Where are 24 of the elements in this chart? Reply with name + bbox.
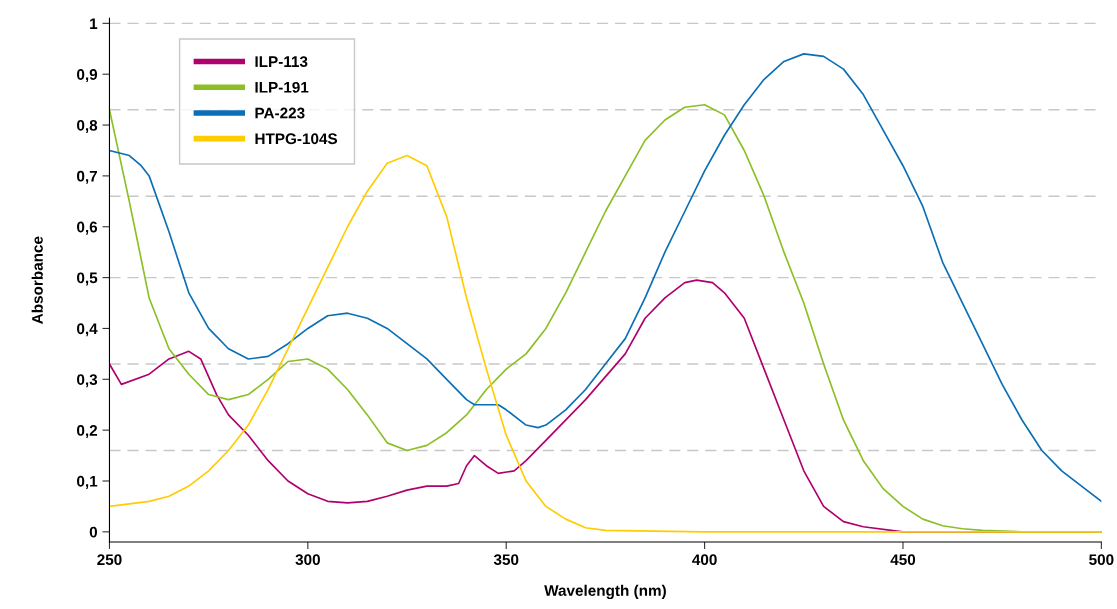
- line-series: [109, 53, 1102, 503]
- x-tick-label: 500: [1089, 554, 1114, 566]
- y-tick-label: 0,9: [77, 69, 98, 83]
- y-tick-label: 0,6: [77, 221, 98, 235]
- legend-label: PA-223: [255, 107, 305, 119]
- y-tick-label: 0: [89, 526, 98, 538]
- x-tick-label: 300: [295, 554, 320, 566]
- y-tick-label: 0,8: [77, 119, 98, 133]
- y-tick-label: 0,7: [77, 170, 97, 184]
- y-tick-label: 1: [90, 18, 98, 29]
- y-tick-label: 0,3: [77, 374, 98, 388]
- y-axis-title: Absorbance: [31, 236, 43, 324]
- y-tick-label: 0,4: [77, 323, 98, 337]
- legend-label: ILP-113: [255, 56, 308, 68]
- y-tick-label: 0,2: [77, 425, 98, 439]
- x-tick-label: 400: [692, 554, 717, 566]
- legend-label: ILP-191: [255, 81, 309, 93]
- x-axis-title: Wavelength (nm): [544, 584, 666, 600]
- y-tick-label: 0,5: [77, 272, 98, 286]
- x-tick-label: 450: [890, 554, 916, 566]
- x-tick-label: 250: [97, 554, 122, 566]
- x-tick-label: 350: [493, 554, 519, 566]
- y-tick-label: 0,1: [77, 475, 98, 489]
- legend-label: HTPG-104S: [255, 133, 338, 145]
